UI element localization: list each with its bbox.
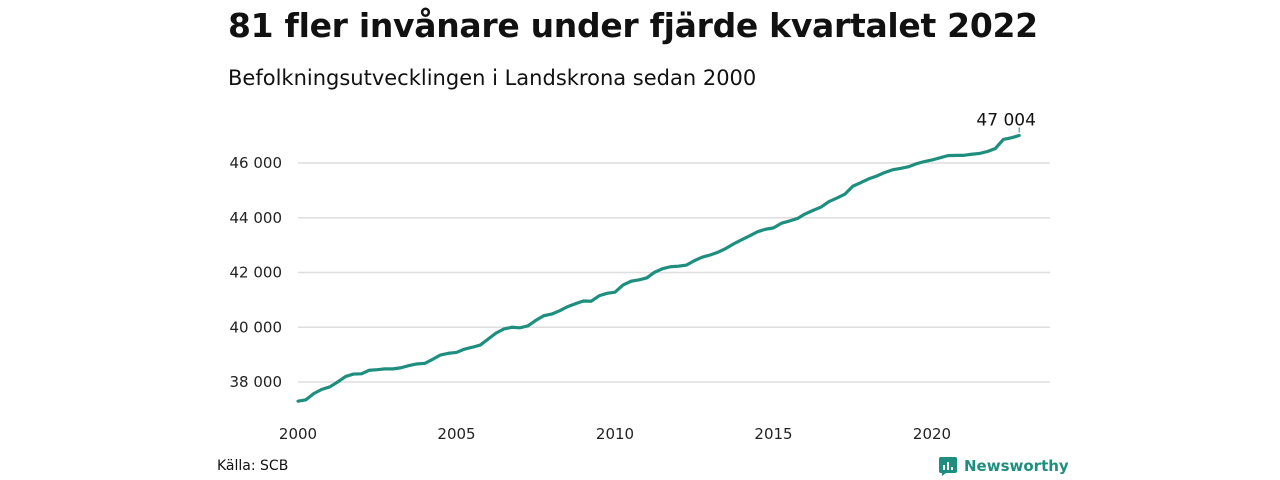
- y-tick-label: 38 000: [230, 373, 283, 391]
- population-line: [296, 133, 1021, 403]
- end-value-label: 47 004: [976, 111, 1035, 131]
- y-tick-label: 44 000: [230, 209, 283, 227]
- newsworthy-logo-icon: [939, 457, 957, 476]
- chart-subtitle: Befolkningsutvecklingen i Landskrona sed…: [228, 66, 757, 90]
- x-tick-label: 2010: [596, 425, 634, 443]
- x-tick-label: 2005: [437, 425, 475, 443]
- x-tick-label: 2015: [754, 425, 792, 443]
- y-tick-label: 40 000: [230, 318, 283, 336]
- x-tick-label: 2000: [279, 425, 317, 443]
- chart-title: 81 fler invånare under fjärde kvartalet …: [228, 6, 1038, 45]
- y-axis-ticks: 38 000 40 000 42 000 44 000 46 000: [230, 154, 283, 391]
- source-note: Källa: SCB: [217, 458, 289, 474]
- gridlines: [298, 162, 1050, 383]
- y-tick-label: 46 000: [230, 154, 283, 172]
- x-axis-ticks: 2000 2005 2010 2015 2020: [279, 425, 951, 443]
- x-tick-label: 2020: [913, 425, 951, 443]
- brand-name: Newsworthy: [964, 457, 1069, 475]
- newsworthy-logo[interactable]: Newsworthy: [938, 456, 1069, 476]
- y-tick-label: 42 000: [230, 264, 283, 282]
